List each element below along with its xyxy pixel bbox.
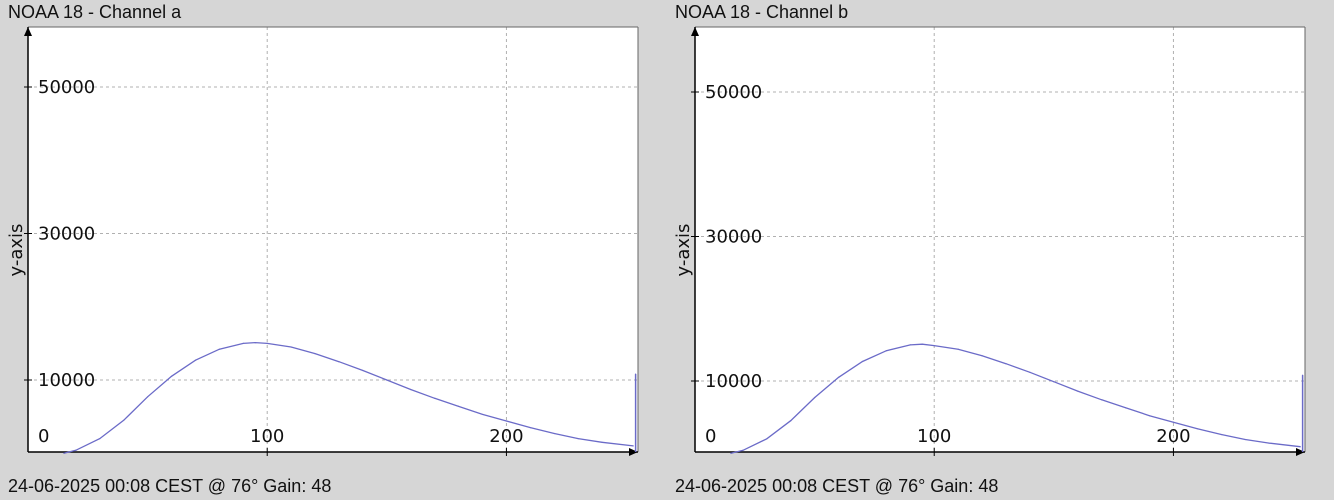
y-tick-label: 50000 [705,82,762,103]
data-point [861,360,864,363]
data-point [1172,421,1175,423]
data-point [1005,363,1007,365]
y-tick-label: 30000 [705,227,762,248]
data-point [505,420,508,422]
data-point [314,353,316,355]
data-point [790,420,792,422]
data-point [1148,415,1151,417]
plot-area [695,27,1305,452]
y-axis-label: y-axis [673,224,694,277]
data-point [1268,442,1270,444]
x-tick-label: 200 [1156,426,1190,447]
data-point [338,361,340,363]
data-point [814,397,816,399]
data-point [742,449,744,451]
data-point [1101,399,1103,401]
data-point [601,441,603,443]
chart-title: NOAA 18 - Channel b [675,2,849,22]
data-point [99,438,101,440]
x-tick-label: 100 [917,426,951,447]
origin-label: 0 [38,426,49,447]
series-line [63,341,634,454]
data-point [290,346,292,348]
data-point [1124,407,1127,409]
x-tick-label: 200 [489,426,523,447]
data-point [1053,381,1055,383]
y-axis-arrow [24,27,32,36]
data-point [1077,390,1079,392]
y-tick-label: 30000 [38,224,95,245]
data-point [242,342,244,344]
data-point [1244,438,1246,441]
data-point [635,373,637,375]
data-point [147,396,149,398]
data-point [981,355,983,357]
data-point [254,342,256,344]
data-point [434,397,436,399]
data-point [730,452,732,454]
chart-panel-a: NOAA 18 - Channel a 100 200 50000 30000 1000… [6,2,639,496]
y-axis-arrow [691,27,699,36]
data-point [75,449,77,451]
data-point [457,405,460,407]
data-point [837,376,840,378]
data-point [885,350,887,352]
x-axis-arrow [629,448,638,456]
data-point [632,445,634,447]
data-point [481,413,484,416]
data-point [362,369,364,372]
plot-area [28,27,638,452]
data-point [577,438,579,440]
data-point [909,344,911,346]
data-point [1302,374,1304,376]
x-tick-label: 100 [250,426,284,447]
capture-info-label: 24-06-2025 00:08 CEST @ 76° Gain: 48 [8,476,332,496]
data-point [266,342,268,344]
data-point [386,379,388,381]
data-point [123,419,125,421]
data-point [933,344,935,347]
series-line [730,343,1301,454]
data-point [1196,428,1198,430]
data-point [1299,446,1301,448]
y-axis-label: y-axis [6,224,27,277]
data-point [1220,433,1222,436]
y-tick-label: 10000 [705,371,762,392]
y-tick-label: 10000 [38,370,95,391]
data-point [170,375,173,377]
chart-b-plot: 100 200 50000 30000 10000 0 y-axis [673,26,1306,456]
data-point [410,388,412,391]
data-point [218,348,220,350]
data-point [63,452,65,454]
data-point [553,432,555,435]
capture-info-label: 24-06-2025 00:08 CEST @ 76° Gain: 48 [675,476,999,496]
data-point [529,427,531,429]
data-point [766,438,768,440]
data-point [921,343,923,345]
origin-label: 0 [705,426,716,447]
data-point [194,359,197,361]
chart-a-plot: 100 200 50000 30000 10000 0 y-axis [6,26,639,456]
chart-panel-b: NOAA 18 - Channel b 100 200 50000 30000 1000… [667,0,1334,500]
y-tick-label: 50000 [38,77,95,98]
data-point [957,348,959,350]
x-axis-arrow [1296,448,1305,456]
data-point [1029,371,1031,373]
chart-title: NOAA 18 - Channel a [8,2,182,22]
